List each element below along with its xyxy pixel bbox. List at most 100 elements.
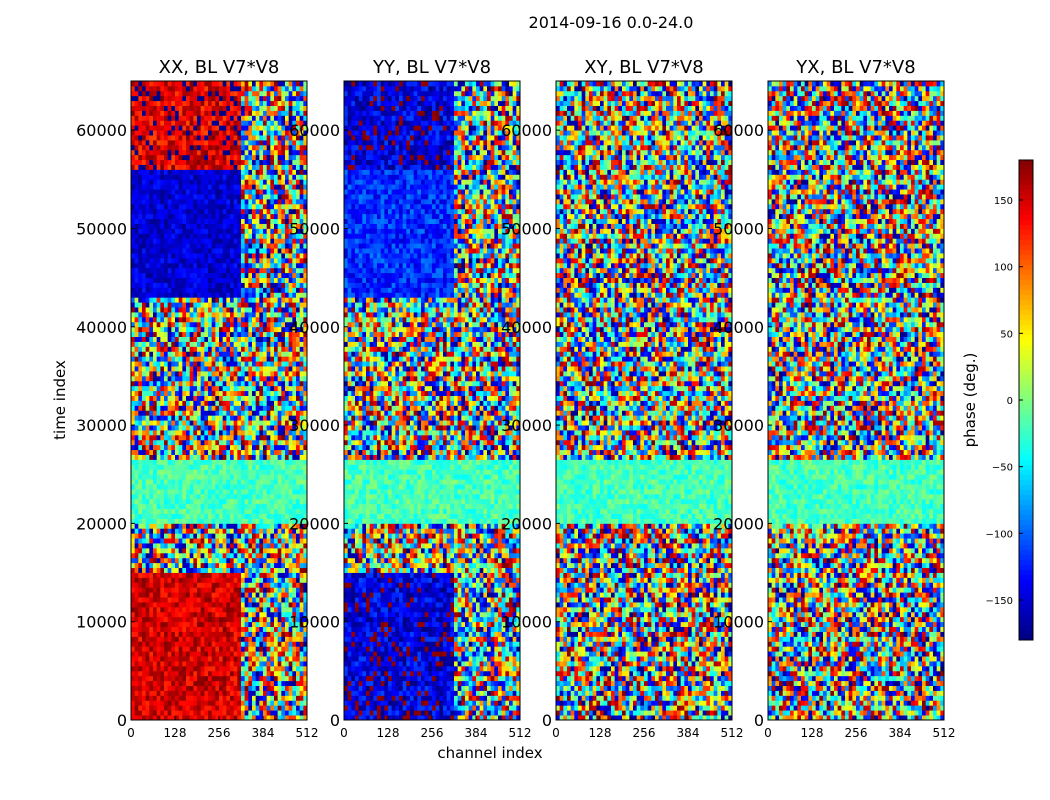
heatmap-cell	[303, 710, 308, 716]
heatmap-cell	[296, 213, 301, 220]
heatmap-cell	[164, 670, 169, 677]
heatmap-cell	[178, 528, 183, 534]
heatmap-cell	[156, 641, 161, 647]
heatmap-cell	[175, 587, 180, 593]
heatmap-cell	[142, 484, 147, 490]
heatmap-cell	[197, 538, 202, 544]
heatmap-cell	[211, 675, 216, 682]
heatmap-cell	[248, 351, 253, 357]
heatmap-cell	[222, 557, 227, 564]
heatmap-cell	[230, 454, 235, 460]
heatmap-cell	[138, 523, 143, 529]
heatmap-cell	[211, 253, 216, 259]
heatmap-cell	[167, 636, 172, 642]
heatmap-cell	[142, 356, 147, 362]
heatmap-cell	[197, 715, 202, 721]
heatmap-cell	[263, 410, 268, 416]
heatmap-cell	[189, 661, 194, 667]
heatmap-cell	[200, 513, 205, 519]
heatmap-cell	[237, 312, 242, 318]
heatmap-cell	[178, 582, 183, 588]
heatmap-cell	[178, 543, 183, 549]
heatmap-cell	[288, 533, 293, 539]
heatmap-cell	[204, 621, 209, 628]
heatmap-cell	[281, 449, 286, 455]
heatmap-cell	[241, 233, 246, 239]
heatmap-cell	[193, 371, 198, 377]
heatmap-cell	[252, 400, 257, 406]
heatmap-cell	[208, 439, 213, 446]
heatmap-cell	[226, 228, 231, 234]
heatmap-cell	[226, 444, 231, 451]
heatmap-cell	[193, 464, 198, 470]
heatmap-cell	[219, 444, 224, 451]
heatmap-cell	[296, 410, 301, 416]
heatmap-cell	[131, 238, 136, 244]
heatmap-cell	[222, 257, 227, 264]
heatmap-cell	[241, 292, 246, 298]
heatmap-cell	[171, 685, 176, 691]
heatmap-cell	[248, 582, 253, 588]
heatmap-cell	[259, 380, 264, 387]
heatmap-cell	[277, 454, 282, 460]
heatmap-cell	[164, 700, 169, 706]
heatmap-cell	[233, 331, 238, 337]
heatmap-cell	[186, 577, 191, 583]
heatmap-cell	[277, 395, 282, 401]
heatmap-cell	[255, 597, 260, 603]
heatmap-cell	[233, 611, 238, 618]
heatmap-cell	[153, 395, 158, 401]
heatmap-cell	[215, 361, 220, 367]
heatmap-cell	[189, 302, 194, 308]
heatmap-cell	[215, 444, 220, 451]
heatmap-cell	[252, 390, 257, 396]
heatmap-cell	[164, 661, 169, 667]
heatmap-cell	[259, 508, 264, 514]
heatmap-cell	[145, 312, 150, 318]
heatmap-cell	[248, 493, 253, 500]
heatmap-cell	[167, 243, 172, 249]
heatmap-cell	[266, 710, 271, 716]
heatmap-cell	[145, 474, 150, 480]
heatmap-cell	[285, 405, 290, 411]
heatmap-cell	[208, 405, 213, 411]
heatmap-cell	[149, 429, 154, 436]
heatmap-cell	[178, 375, 183, 382]
heatmap-cell	[296, 577, 301, 583]
heatmap-cell	[134, 248, 139, 254]
heatmap-cell	[226, 572, 231, 578]
heatmap-cell	[156, 361, 161, 367]
heatmap-cell	[186, 680, 191, 686]
heatmap-cell	[244, 587, 249, 593]
heatmap-cell	[270, 562, 275, 569]
heatmap-cell	[226, 606, 231, 613]
heatmap-cell	[167, 444, 172, 451]
heatmap-cell	[255, 464, 260, 470]
heatmap-cell	[266, 238, 271, 244]
heatmap-cell	[281, 656, 286, 662]
heatmap-cell	[259, 616, 264, 623]
heatmap-cell	[193, 287, 198, 293]
heatmap-cell	[138, 528, 143, 534]
heatmap-cell	[145, 592, 150, 598]
heatmap-cell	[189, 543, 194, 549]
heatmap-cell	[303, 361, 308, 367]
heatmap-cell	[252, 454, 257, 460]
heatmap-cell	[186, 425, 191, 431]
heatmap-cell	[270, 375, 275, 382]
heatmap-cell	[204, 498, 209, 505]
heatmap-cell	[226, 582, 231, 588]
heatmap-cell	[259, 695, 264, 701]
heatmap-cell	[142, 577, 147, 583]
heatmap-cell	[211, 218, 216, 224]
heatmap-cell	[219, 479, 224, 485]
heatmap-cell	[142, 371, 147, 377]
heatmap-cell	[270, 523, 275, 529]
heatmap-cell	[197, 562, 202, 569]
heatmap-cell	[277, 705, 282, 711]
heatmap-cell	[145, 597, 150, 603]
heatmap-cell	[208, 336, 213, 342]
heatmap-cell	[197, 213, 202, 220]
heatmap-cell	[248, 371, 253, 377]
heatmap-cell	[142, 213, 147, 220]
